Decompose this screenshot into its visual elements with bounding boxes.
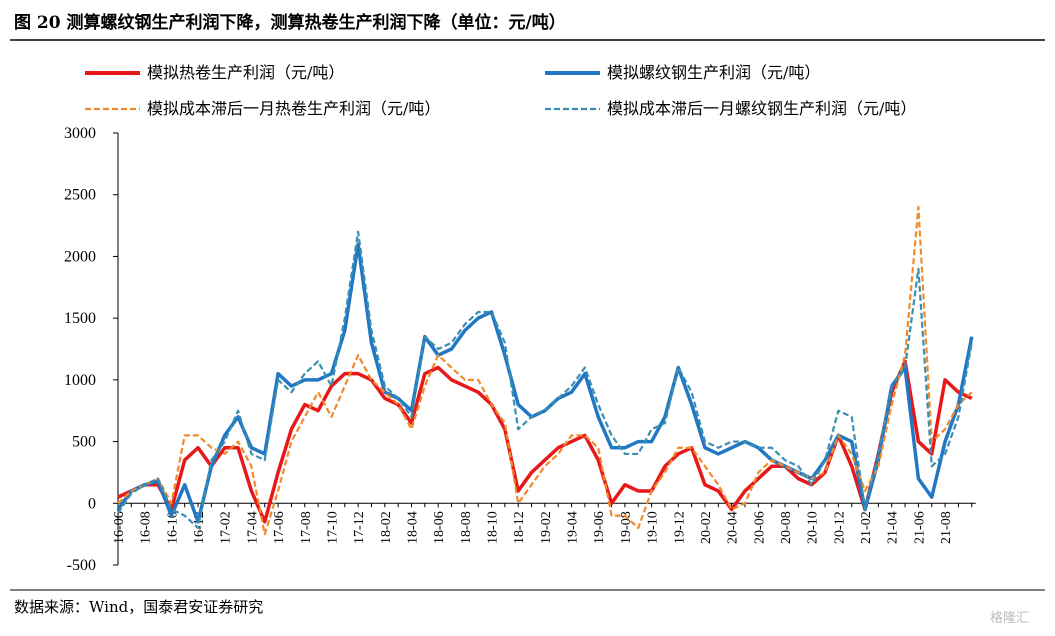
chart-title: 图 20 测算螺纹钢生产利润下降，测算热卷生产利润下降（单位：元/吨） — [14, 12, 566, 33]
x-tick-label: 21-06 — [912, 511, 927, 544]
x-tick-label: 21-02 — [859, 511, 874, 544]
source: 数据来源：Wind，国泰君安证券研究 — [14, 598, 263, 616]
x-tick-label: 21-08 — [939, 511, 954, 544]
x-tick-label: 18-04 — [405, 511, 420, 544]
x-tick-label: 19-08 — [619, 511, 634, 544]
y-tick-label: 2500 — [64, 187, 96, 204]
x-tick-label: 17-04 — [245, 511, 260, 544]
series-line — [116, 242, 974, 524]
x-tick-label: 17-12 — [352, 511, 367, 544]
x-tick-label: 16-08 — [139, 511, 154, 544]
x-tick-label: 19-06 — [592, 511, 607, 544]
legend-label: 模拟成本滞后一月热卷生产利润（元/吨） — [147, 99, 440, 118]
x-tick-label: 20-10 — [806, 511, 821, 544]
y-tick-label: 2000 — [64, 248, 96, 265]
watermark: 格隆汇 — [990, 610, 1029, 626]
x-tick-label: 20-02 — [699, 511, 714, 544]
x-tick-label: 18-10 — [486, 511, 501, 544]
legend-label: 模拟成本滞后一月螺纹钢生产利润（元/吨） — [607, 99, 916, 118]
series-line — [117, 230, 973, 530]
y-tick-label: 1500 — [64, 310, 96, 327]
y-tick-label: 1000 — [64, 372, 96, 389]
x-tick-label: 20-08 — [779, 511, 794, 544]
x-tick-label: 16-06 — [112, 511, 127, 544]
x-tick-label: 19-12 — [672, 511, 687, 544]
x-tick-label: 20-12 — [832, 511, 847, 544]
y-tick-label: 0 — [88, 495, 96, 512]
x-tick-label: 16-10 — [165, 511, 180, 544]
x-tick-label: 17-02 — [219, 511, 234, 544]
x-tick-label: 17-10 — [325, 511, 340, 544]
x-tick-label: 17-08 — [299, 511, 314, 544]
x-tick-label: 21-04 — [886, 511, 901, 544]
x-tick-label: 19-04 — [566, 511, 581, 544]
x-tick-label: 19-02 — [539, 511, 554, 544]
x-tick-label: 20-04 — [726, 511, 741, 544]
x-tick-label: 18-08 — [459, 511, 474, 544]
y-tick-label: 3000 — [64, 125, 96, 142]
x-tick-label: 19-10 — [646, 511, 661, 544]
y-tick-label: -500 — [67, 557, 96, 574]
x-tick-label: 18-06 — [432, 511, 447, 544]
series-line — [117, 205, 973, 536]
x-tick-label: 18-02 — [379, 511, 394, 544]
x-tick-label: 17-06 — [272, 511, 287, 544]
legend-label: 模拟螺纹钢生产利润（元/吨） — [607, 63, 820, 82]
x-tick-label: 20-06 — [752, 511, 767, 544]
legend-label: 模拟热卷生产利润（元/吨） — [147, 63, 344, 82]
y-tick-label: 500 — [72, 434, 96, 451]
x-tick-label: 18-12 — [512, 511, 527, 544]
